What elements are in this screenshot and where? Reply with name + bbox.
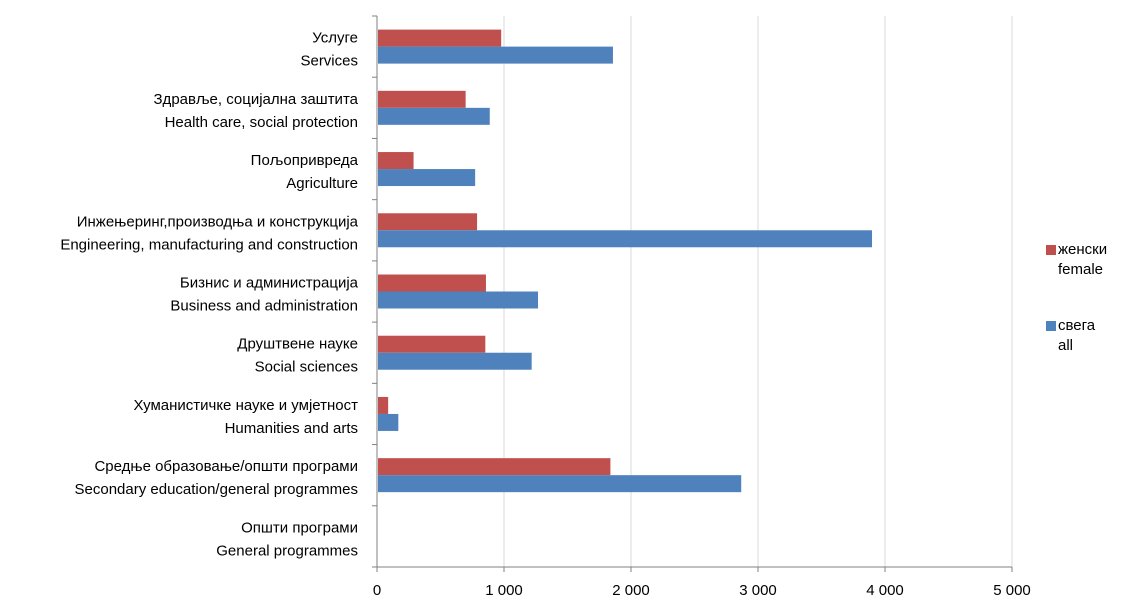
x-tick-label: 5 000 (993, 582, 1031, 599)
category-label-line2: Business and administration (170, 298, 358, 315)
category-label-line1: Пољопривреда (251, 152, 359, 169)
bar-female (378, 458, 611, 476)
bar-all (378, 107, 490, 125)
bar-all (378, 413, 399, 431)
category-label-line1: Здравље, социјална заштита (154, 91, 359, 108)
category-label-line1: Друштвене науке (237, 336, 358, 353)
legend-swatch-female (1046, 245, 1056, 255)
legend-label-all-line1: свега (1058, 317, 1096, 334)
bar-all (378, 352, 532, 370)
bar-female (378, 274, 486, 292)
bar-female (378, 29, 502, 47)
bar-female (378, 396, 389, 414)
bar-all (378, 230, 873, 248)
category-label-line2: Health care, social protection (165, 114, 358, 131)
legend: женски female свега all (1046, 240, 1107, 392)
category-label-line2: Engineering, manufacturing and construct… (60, 236, 358, 253)
legend-label-all-line2: all (1058, 337, 1074, 354)
category-label-line2: Humanities and arts (225, 420, 358, 437)
category-label-line2: Services (300, 53, 358, 70)
bar-female (378, 152, 414, 170)
bar-all (378, 46, 613, 64)
legend-label-female-line2: female (1058, 261, 1104, 278)
category-label-line2: Secondary education/general programmes (75, 481, 359, 498)
category-label-line1: Инжењеринг,производња и конструкција (77, 213, 359, 230)
category-label-line1: Бизнис и администрација (180, 275, 359, 292)
x-tick-label: 2 000 (612, 582, 650, 599)
category-label-line1: Услуге (312, 30, 358, 47)
bar-female (378, 90, 466, 108)
x-tick-label: 4 000 (866, 582, 904, 599)
x-tick-label: 3 000 (739, 582, 777, 599)
legend-swatch-all (1046, 321, 1056, 331)
legend-label-female-line1: женски (1058, 241, 1108, 258)
legend-item-female: женски female (1046, 240, 1107, 280)
bar-female (378, 213, 478, 231)
legend-item-all: свега all (1046, 316, 1107, 356)
category-label-line1: Хуманистичке науке и умјетност (133, 397, 358, 414)
bar-female (378, 335, 486, 353)
category-label-line2: Social sciences (255, 359, 358, 376)
category-label-line1: Средње образовање/општи програми (94, 458, 358, 475)
category-label-line2: Agriculture (286, 175, 358, 192)
x-tick-label: 1 000 (485, 582, 523, 599)
bar-all (378, 475, 742, 493)
category-label-line2: General programmes (216, 542, 358, 559)
category-label-line1: Општи програми (241, 519, 358, 536)
bar-all (378, 169, 476, 187)
x-tick-label: 0 (373, 582, 381, 599)
bar-all (378, 291, 539, 309)
